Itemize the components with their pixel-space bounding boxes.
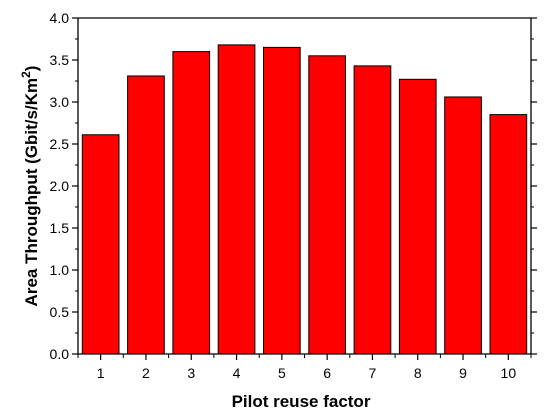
bar-2 <box>127 75 165 355</box>
x-tick-label: 3 <box>187 365 195 381</box>
bar-10 <box>489 114 528 355</box>
ticks-layer: 0.0 0.5 1.0 1.5 2.0 2.5 3.0 3.5 4.0 1 2 3 4 5 6 7 8 9 10 <box>50 10 537 381</box>
bar-8 <box>398 78 437 355</box>
x-tick-label: 10 <box>501 365 517 381</box>
y-tick-label: 1.0 <box>50 262 70 278</box>
y-axis-title-close: ) <box>22 66 41 72</box>
x-tick-label: 6 <box>323 365 331 381</box>
y-axis-title-main: Area Throughput (Gbit/s/Km <box>22 78 41 307</box>
x-axis-title: Pilot reuse factor <box>232 392 371 411</box>
bars-layer <box>81 44 528 355</box>
bar-5 <box>263 46 301 355</box>
x-tick-label: 2 <box>142 365 150 381</box>
y-tick-label: 0.0 <box>50 346 70 362</box>
x-tick-label: 7 <box>369 365 377 381</box>
bar-7 <box>353 65 392 355</box>
y-tick-label: 2.0 <box>50 178 70 194</box>
bar-3 <box>172 51 211 355</box>
bar-1 <box>81 134 120 355</box>
bar-9 <box>444 96 482 355</box>
y-tick-label: 1.5 <box>50 220 70 236</box>
y-axis-title-superscript: 2 <box>19 71 33 78</box>
y-tick-label: 3.5 <box>50 52 70 68</box>
x-tick-label: 4 <box>233 365 241 381</box>
y-tick-label: 2.5 <box>50 136 70 152</box>
x-tick-label: 9 <box>459 365 467 381</box>
x-tick-label: 1 <box>97 365 105 381</box>
y-tick-label: 0.5 <box>50 304 70 320</box>
y-tick-label: 3.0 <box>50 94 70 110</box>
y-tick-label: 4.0 <box>50 10 70 26</box>
y-axis-title: Area Throughput (Gbit/s/Km2) <box>19 66 41 307</box>
bar-6 <box>308 55 346 355</box>
bar-4 <box>217 44 256 355</box>
x-tick-label: 5 <box>278 365 286 381</box>
x-tick-label: 8 <box>414 365 422 381</box>
